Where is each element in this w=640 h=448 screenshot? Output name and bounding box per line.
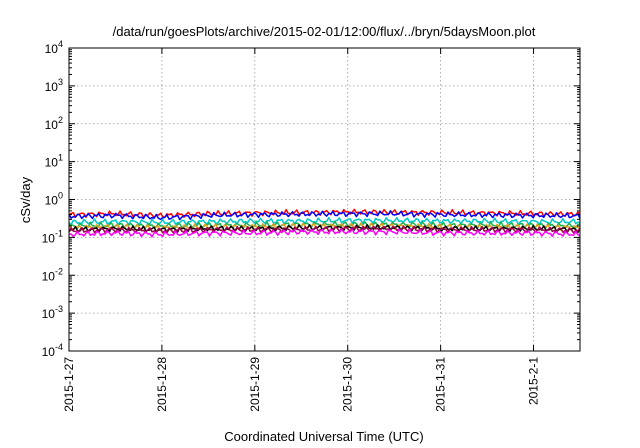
chart-title: /data/run/goesPlots/archive/2015-02-01/1…: [113, 24, 536, 39]
x-tick-label: 2015-1-31: [434, 357, 448, 412]
x-tick-label: 2015-1-29: [248, 357, 262, 412]
x-tick-label: 2015-1-28: [155, 357, 169, 412]
y-tick-label: 103: [45, 77, 63, 94]
y-axis: 10-4 10-3 10-2 10-1 100 101 102 103 104: [42, 39, 580, 359]
y-tick-label: 10-3: [42, 304, 63, 321]
y-tick-label: 102: [45, 115, 63, 132]
x-tick-label: 2015-1-30: [341, 357, 355, 412]
y-tick-label: 100: [45, 191, 63, 208]
x-axis: 2015-1-27 2015-1-28 2015-1-29 2015-1-30 2015…: [62, 48, 541, 412]
series-line: [68, 228, 581, 238]
x-axis-label: Coordinated Universal Time (UTC): [224, 429, 423, 444]
series-lines: [68, 208, 581, 238]
y-tick-label: 104: [45, 39, 63, 56]
x-tick-label: 2015-2-1: [527, 357, 541, 405]
y-axis-label: cSv/day: [18, 176, 33, 223]
y-tick-label: 101: [45, 153, 63, 170]
x-tick-label: 2015-1-27: [62, 357, 76, 412]
series-line: [68, 225, 581, 234]
y-tick-label: 10-4: [42, 342, 63, 359]
y-tick-label: 10-1: [42, 228, 63, 245]
grid-lines: [69, 48, 580, 351]
y-tick-label: 10-2: [42, 266, 63, 283]
series-line: [68, 210, 581, 221]
